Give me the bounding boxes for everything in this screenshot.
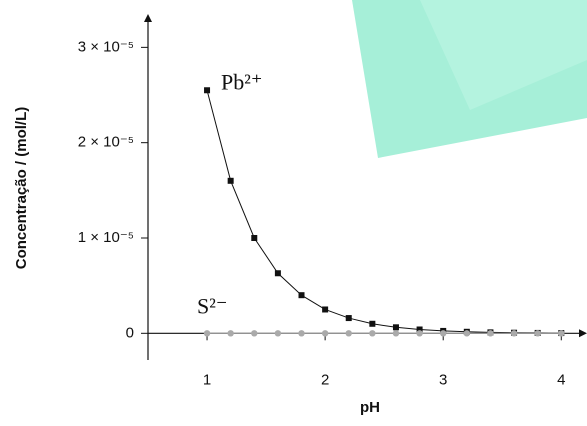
y-tick-label: 0 [126, 324, 134, 341]
series-label: S²⁻ [197, 293, 227, 318]
y-axis-label: Concentração / (mol/L) [13, 107, 30, 270]
point [369, 330, 376, 337]
point [440, 330, 447, 337]
point [510, 330, 518, 337]
decoration [420, 0, 587, 110]
point [274, 270, 281, 277]
point [345, 315, 352, 322]
point [251, 330, 258, 337]
y-tick-label: 2 × 10⁻⁵ [78, 134, 134, 151]
y-tick-label: 1 × 10⁻⁵ [78, 229, 134, 246]
point [322, 306, 329, 313]
point [274, 330, 282, 337]
point [227, 330, 234, 337]
point [251, 234, 258, 241]
point [558, 330, 565, 337]
point [298, 292, 305, 299]
x-axis-arrow [579, 329, 587, 338]
point [392, 330, 400, 337]
point [321, 330, 329, 337]
point [392, 324, 399, 331]
point [416, 326, 423, 333]
point [227, 177, 234, 184]
point [534, 330, 541, 337]
x-tick-label: 4 [557, 371, 565, 388]
point [416, 330, 423, 337]
point [463, 330, 471, 337]
point [298, 330, 305, 337]
point [487, 330, 494, 337]
series-label: Pb²⁺ [221, 69, 262, 94]
point [345, 330, 352, 337]
point [203, 330, 211, 337]
x-tick-label: 2 [321, 371, 329, 388]
x-axis-label: pH [360, 399, 380, 416]
point [369, 320, 376, 327]
y-tick-label: 3 × 10⁻⁵ [78, 38, 134, 55]
series-line [206, 90, 562, 334]
x-tick-label: 1 [203, 371, 211, 388]
y-axis-arrow [144, 14, 152, 22]
x-tick-label: 3 [439, 371, 447, 388]
point [204, 87, 211, 94]
